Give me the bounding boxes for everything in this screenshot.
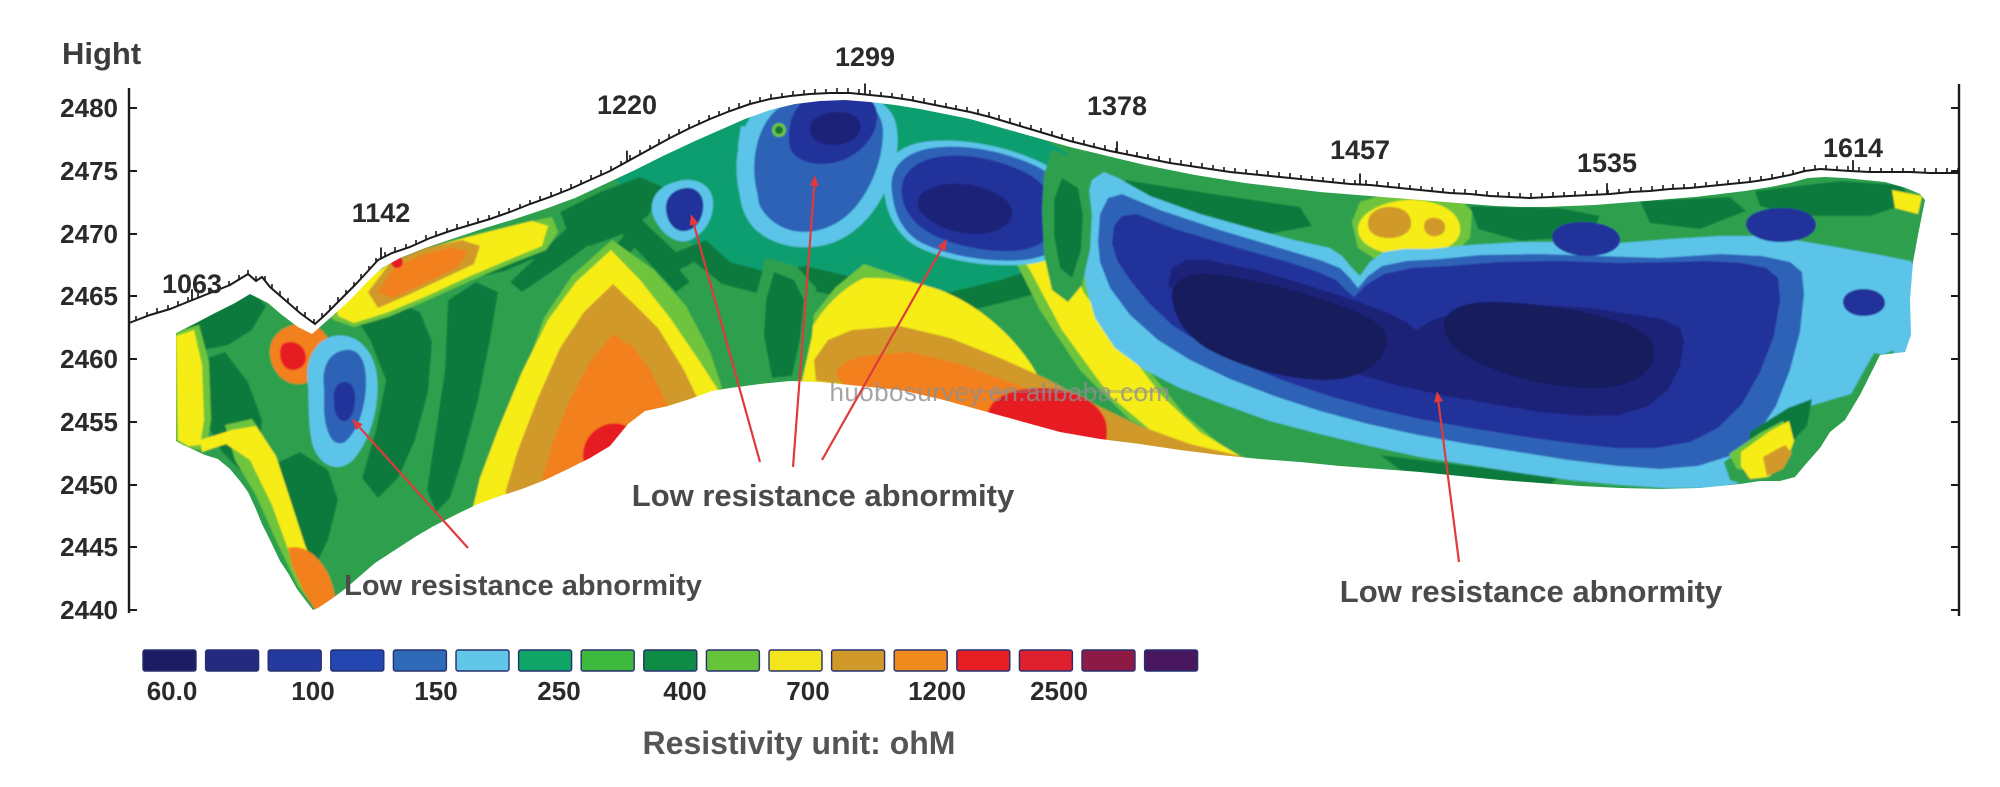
svg-text:2465: 2465	[60, 281, 118, 311]
svg-text:Resistivity unit: ohM: Resistivity unit: ohM	[643, 725, 956, 761]
svg-text:2440: 2440	[60, 595, 118, 625]
svg-text:1220: 1220	[597, 90, 657, 120]
svg-text:1200: 1200	[908, 676, 966, 706]
svg-text:2445: 2445	[60, 532, 118, 562]
svg-text:1378: 1378	[1087, 91, 1147, 121]
svg-text:1299: 1299	[835, 42, 895, 72]
svg-text:150: 150	[414, 676, 457, 706]
svg-text:2470: 2470	[60, 219, 118, 249]
svg-text:Low resistance abnormity: Low resistance abnormity	[344, 570, 702, 602]
svg-text:2480: 2480	[60, 93, 118, 123]
svg-text:Low resistance abnormity: Low resistance abnormity	[1340, 574, 1723, 609]
svg-text:1535: 1535	[1577, 148, 1637, 178]
svg-text:1457: 1457	[1330, 135, 1390, 165]
svg-text:2450: 2450	[60, 470, 118, 500]
svg-text:1063: 1063	[162, 269, 222, 299]
svg-text:huobosurvey.en.alibaba.com: huobosurvey.en.alibaba.com	[830, 377, 1171, 407]
svg-text:700: 700	[786, 676, 829, 706]
svg-text:1142: 1142	[352, 198, 411, 228]
svg-text:Low resistance abnormity: Low resistance abnormity	[632, 478, 1015, 513]
svg-text:100: 100	[291, 676, 334, 706]
svg-text:2455: 2455	[60, 407, 118, 437]
svg-text:Hight: Hight	[62, 36, 141, 71]
svg-text:250: 250	[537, 676, 580, 706]
svg-text:400: 400	[663, 676, 706, 706]
svg-text:1614: 1614	[1823, 133, 1883, 163]
svg-text:2475: 2475	[60, 156, 118, 186]
svg-text:60.0: 60.0	[147, 676, 198, 706]
svg-text:2500: 2500	[1030, 676, 1088, 706]
svg-text:2460: 2460	[60, 344, 118, 374]
